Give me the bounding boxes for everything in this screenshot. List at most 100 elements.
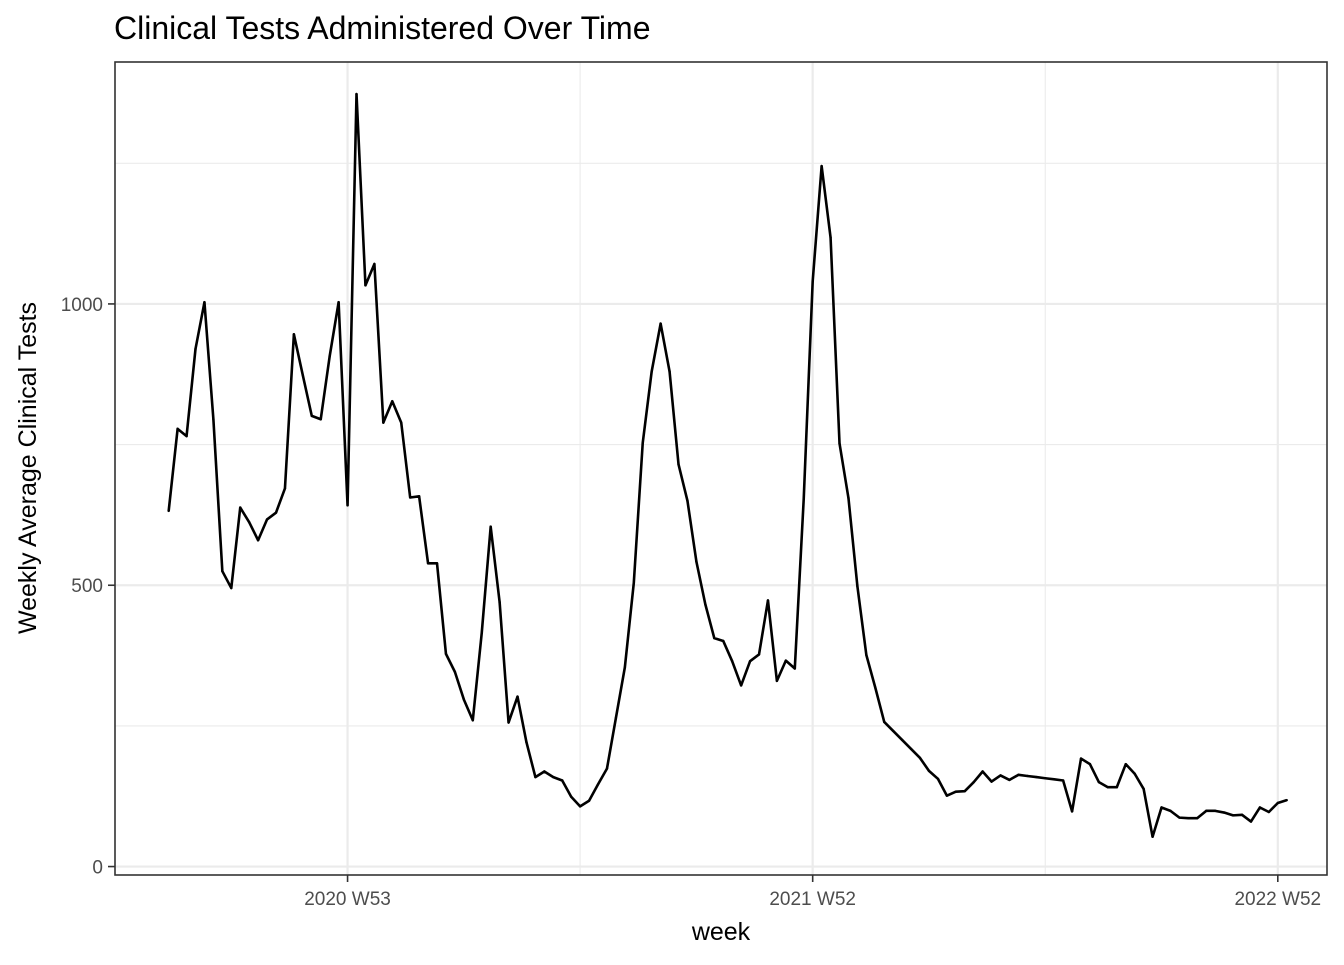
data-point xyxy=(203,301,206,304)
data-point xyxy=(865,653,868,657)
y-tick-label: 500 xyxy=(71,576,103,597)
data-point xyxy=(838,442,841,445)
data-point xyxy=(561,779,564,782)
data-point xyxy=(909,747,913,751)
data-point xyxy=(891,729,895,733)
x-tick-label: 2022 W52 xyxy=(1234,889,1321,910)
data-point xyxy=(1044,777,1047,780)
data-point xyxy=(1088,762,1092,766)
data-point xyxy=(507,721,510,724)
data-point xyxy=(766,599,770,602)
data-point xyxy=(1026,774,1029,778)
data-point xyxy=(686,499,689,503)
x-axis-title: week xyxy=(691,918,751,946)
data-point xyxy=(1106,786,1110,789)
data-point xyxy=(301,374,305,377)
data-point xyxy=(784,659,788,662)
data-point xyxy=(176,427,179,431)
data-point xyxy=(1124,762,1127,766)
data-point xyxy=(704,603,707,606)
data-point xyxy=(1160,806,1163,809)
data-point xyxy=(400,421,403,424)
series-layer xyxy=(167,92,1288,839)
data-point xyxy=(820,164,823,168)
data-point xyxy=(1061,779,1065,782)
data-point xyxy=(981,770,984,773)
data-point xyxy=(569,795,573,798)
data-point xyxy=(435,562,439,565)
data-point xyxy=(185,434,188,438)
data-point xyxy=(355,92,358,96)
data-point xyxy=(829,236,832,239)
data-point xyxy=(453,670,457,674)
data-point xyxy=(596,783,600,786)
data-point xyxy=(239,506,242,509)
data-point xyxy=(1115,786,1119,789)
data-point xyxy=(757,653,761,656)
data-point xyxy=(1285,798,1288,802)
data-point xyxy=(391,400,394,403)
data-point xyxy=(1097,780,1101,784)
data-point xyxy=(1222,811,1226,814)
data-point xyxy=(900,738,904,742)
data-point xyxy=(811,280,814,283)
gridlines xyxy=(114,62,1327,875)
data-point xyxy=(498,600,501,604)
data-point xyxy=(748,660,752,663)
data-point xyxy=(480,631,483,635)
data-point xyxy=(1079,757,1083,760)
data-point xyxy=(659,322,662,325)
data-point xyxy=(918,756,922,760)
data-point xyxy=(677,463,680,466)
data-point xyxy=(739,684,743,687)
data-point xyxy=(534,775,537,779)
plot-border xyxy=(114,61,1328,876)
data-point xyxy=(543,770,546,773)
data-point xyxy=(292,333,296,336)
data-point xyxy=(945,794,949,797)
data-point xyxy=(247,521,251,524)
x-tick-label: 2021 W52 xyxy=(769,889,856,910)
data-point xyxy=(462,698,466,701)
data-point xyxy=(775,679,779,683)
data-point xyxy=(1240,813,1244,816)
data-point xyxy=(417,495,421,498)
data-point xyxy=(1133,772,1136,775)
data-point xyxy=(936,777,940,780)
data-point xyxy=(1052,778,1056,781)
data-point xyxy=(1142,787,1145,791)
data-point xyxy=(1231,814,1235,817)
y-axis-title: Weekly Average Clinical Tests xyxy=(14,302,42,634)
data-point xyxy=(587,799,591,802)
data-point xyxy=(1187,816,1190,820)
data-point xyxy=(1070,810,1074,813)
data-point xyxy=(1205,809,1208,813)
data-point xyxy=(578,805,582,808)
data-point xyxy=(927,769,931,773)
data-point xyxy=(632,581,635,585)
data-point xyxy=(516,695,519,698)
data-point xyxy=(1267,810,1271,814)
data-point xyxy=(444,652,448,656)
data-point xyxy=(408,496,412,499)
chart-title: Clinical Tests Administered Over Time xyxy=(114,10,650,46)
data-point xyxy=(650,370,653,373)
data-point xyxy=(856,585,859,588)
data-point xyxy=(605,767,609,770)
data-point xyxy=(722,639,725,643)
data-point xyxy=(525,741,528,744)
data-point xyxy=(382,421,385,424)
plot-panel xyxy=(115,62,1327,875)
axis-ticks: 0 500 1000 2020 W53 2021 W52 2022 W52 xyxy=(61,295,1321,910)
data-point xyxy=(1249,820,1253,823)
data-point xyxy=(641,441,644,445)
data-point xyxy=(990,780,993,783)
data-point xyxy=(310,414,313,418)
data-point xyxy=(364,284,367,287)
data-point xyxy=(274,511,278,514)
data-point xyxy=(1169,809,1172,813)
data-point xyxy=(256,539,260,542)
data-point xyxy=(283,487,287,490)
data-point xyxy=(972,780,975,784)
